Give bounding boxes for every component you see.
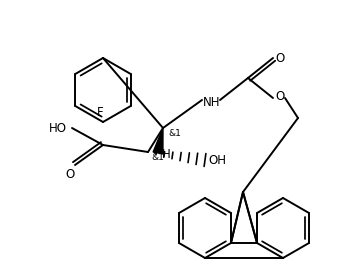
- Polygon shape: [153, 128, 163, 154]
- Text: O: O: [275, 91, 285, 103]
- Text: H: H: [161, 149, 170, 162]
- Text: F: F: [97, 106, 103, 120]
- Text: HO: HO: [49, 123, 67, 135]
- Text: OH: OH: [208, 155, 226, 168]
- Text: O: O: [275, 52, 285, 66]
- Text: &1: &1: [169, 129, 182, 138]
- Text: NH: NH: [203, 96, 221, 109]
- Text: &1: &1: [151, 153, 164, 162]
- Text: O: O: [66, 168, 74, 182]
